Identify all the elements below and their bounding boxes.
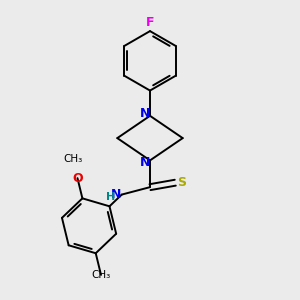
Text: H: H: [106, 192, 115, 202]
Text: O: O: [72, 172, 83, 184]
Text: N: N: [111, 188, 122, 201]
Text: CH₃: CH₃: [63, 154, 82, 164]
Text: F: F: [146, 16, 154, 29]
Text: N: N: [140, 107, 151, 120]
Text: S: S: [177, 176, 186, 189]
Text: N: N: [140, 156, 151, 169]
Text: CH₃: CH₃: [92, 270, 111, 280]
